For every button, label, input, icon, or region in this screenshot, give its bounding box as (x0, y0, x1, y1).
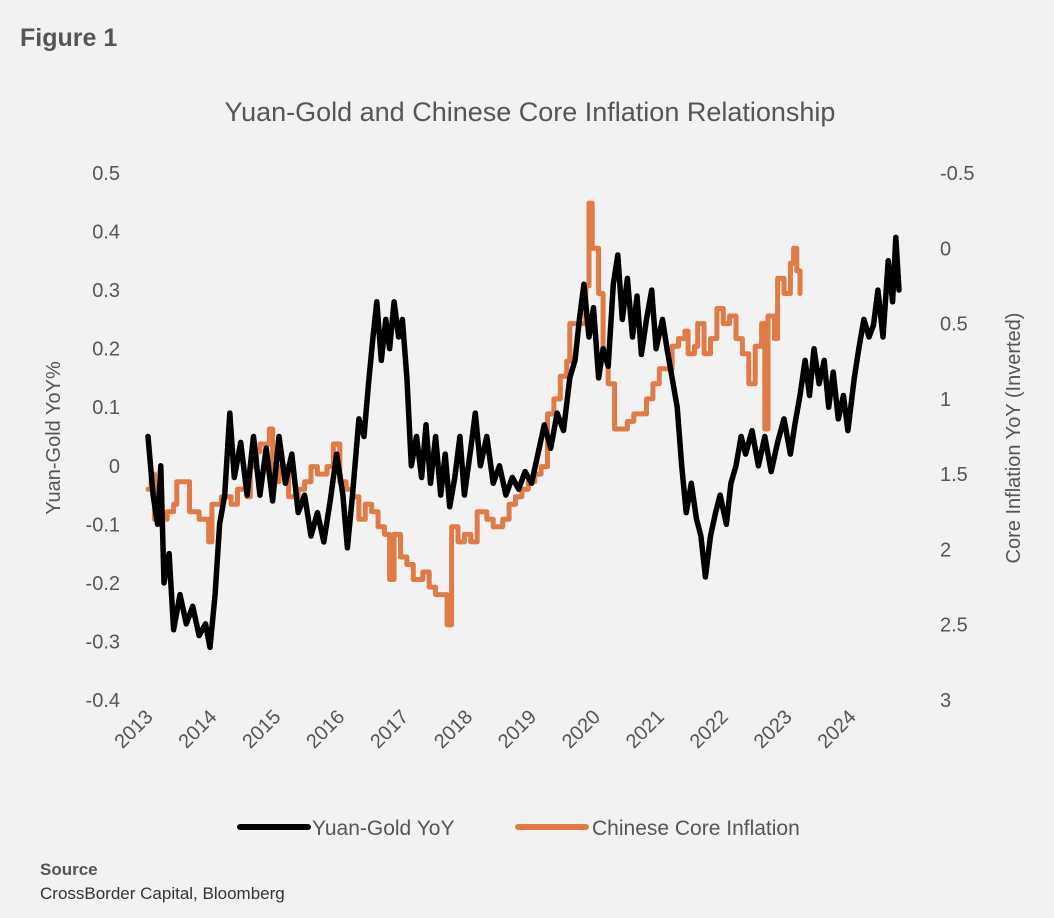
y-left-tick-label: -0.3 (86, 631, 120, 653)
y-left-tick-label: 0.1 (92, 397, 120, 419)
y-left-tick-label: -0.1 (86, 514, 120, 536)
y-axis-left-label: Yuan-Gold YoY% (43, 361, 65, 515)
x-tick-label: 2015 (238, 706, 285, 753)
chart-title: Yuan-Gold and Chinese Core Inflation Rel… (225, 97, 836, 127)
y-left-tick-label: 0.3 (92, 280, 120, 302)
x-tick-label: 2024 (814, 706, 861, 753)
y-right-tick-label: 2.5 (940, 615, 968, 637)
series-layer (145, 200, 902, 651)
y-left-tick-label: 0 (109, 456, 120, 478)
legend-item-yuan-gold-label: Yuan-Gold YoY (312, 817, 454, 840)
x-tick-label: 2013 (111, 706, 158, 753)
series-line-core-inflation (145, 200, 803, 628)
y-left-tick-label: 0.4 (92, 222, 120, 244)
x-tick-label: 2018 (430, 706, 477, 753)
legend: Yuan-Gold YoY Chinese Core Inflation (237, 817, 800, 840)
x-tick-label: 2014 (174, 706, 221, 753)
source-heading: Source (40, 860, 98, 879)
y-left-tick-label: 0.5 (92, 163, 120, 185)
y-axis-right-label: Core Inflation YoY (Inverted) (1003, 313, 1025, 564)
x-tick-label: 2021 (622, 706, 669, 753)
y-right-tick-label: -0.5 (940, 163, 974, 185)
y-right-tick-label: 0 (940, 238, 951, 260)
x-tick-label: 2019 (494, 706, 541, 753)
y-left-tick-label: -0.4 (86, 690, 120, 712)
legend-item-core-inflation-label: Chinese Core Inflation (592, 817, 800, 840)
x-tick-label: 2016 (302, 706, 349, 753)
series-line-yuan-gold (145, 234, 902, 651)
x-axis: 2013 2014 2015 2016 2017 2018 2019 2020 2021 2022… (111, 706, 861, 753)
y-right-tick-label: 0.5 (940, 314, 968, 336)
x-tick-label: 2017 (366, 706, 413, 753)
x-tick-label: 2023 (750, 706, 797, 753)
y-left-tick-label: 0.2 (92, 339, 120, 361)
y-right-tick-label: 3 (940, 690, 951, 712)
figure-label: Figure 1 (20, 24, 118, 52)
y-left-tick-label: -0.2 (86, 573, 120, 595)
y-right-tick-label: 1.5 (940, 464, 968, 486)
source-text: CrossBorder Capital, Bloomberg (40, 884, 285, 903)
y-right-tick-label: 1 (940, 389, 951, 411)
x-tick-label: 2020 (558, 706, 605, 753)
y-right-tick-label: 2 (940, 539, 951, 561)
y-axis-left: 0.5 0.4 0.3 0.2 0.1 0 -0.1 -0.2 -0.3 -0.4 (86, 163, 120, 712)
x-tick-label: 2022 (686, 706, 733, 753)
y-axis-right: -0.5 0 0.5 1 1.5 2 2.5 3 (940, 163, 974, 712)
